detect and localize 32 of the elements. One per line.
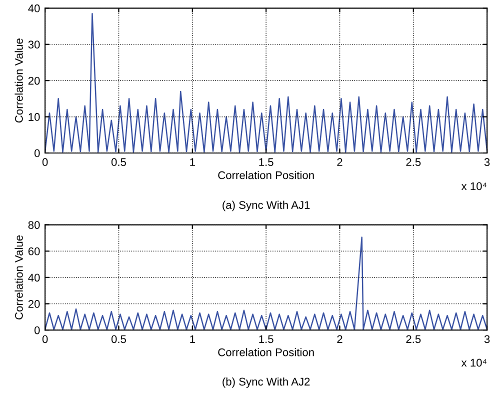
x-axis-title: Correlation Position xyxy=(218,170,314,180)
x-tick-label: 0.5 xyxy=(111,335,126,344)
x-tick-label: 2.5 xyxy=(406,158,421,166)
y-tick-label: 20 xyxy=(28,76,40,85)
text: x 10⁴ xyxy=(461,358,487,367)
y-tick-label: 40 xyxy=(28,274,40,282)
x-tick-label: 0 xyxy=(42,158,48,166)
x-tick-label: 1.5 xyxy=(259,335,274,344)
x-tick-label: 2 xyxy=(337,158,342,166)
y-axis-title: Correlation Value xyxy=(14,38,23,123)
x-tick-label: 0 xyxy=(42,335,48,344)
x-tick-label: 2.5 xyxy=(406,335,421,344)
x-tick-label: 1 xyxy=(190,158,195,166)
x-axis-title: Correlation Position xyxy=(218,348,314,356)
x-tick-label: 3 xyxy=(484,158,490,166)
y-tick-label: 20 xyxy=(28,300,40,308)
x-tick-label: 1 xyxy=(190,335,195,343)
y-tick-label: 0 xyxy=(34,326,40,334)
y-tick-label: 80 xyxy=(28,221,40,229)
text: x 10⁴ xyxy=(461,182,487,190)
y-tick-label: 0 xyxy=(34,149,40,158)
x-tick-label: 1.5 xyxy=(259,158,274,166)
y-tick-label: 40 xyxy=(28,4,40,12)
y-axis-title: Correlation Value xyxy=(14,235,23,320)
y-tick-label: 10 xyxy=(28,113,40,121)
x-tick-label: 3 xyxy=(484,335,490,344)
y-tick-label: 30 xyxy=(28,40,40,49)
x-tick-label: 2 xyxy=(337,335,342,343)
x-tick-label: 0.5 xyxy=(111,158,126,166)
text: (a) Sync With AJ1 xyxy=(222,200,310,212)
y-tick-label: 60 xyxy=(28,247,40,256)
text: (b) Sync With AJ2 xyxy=(222,377,310,388)
